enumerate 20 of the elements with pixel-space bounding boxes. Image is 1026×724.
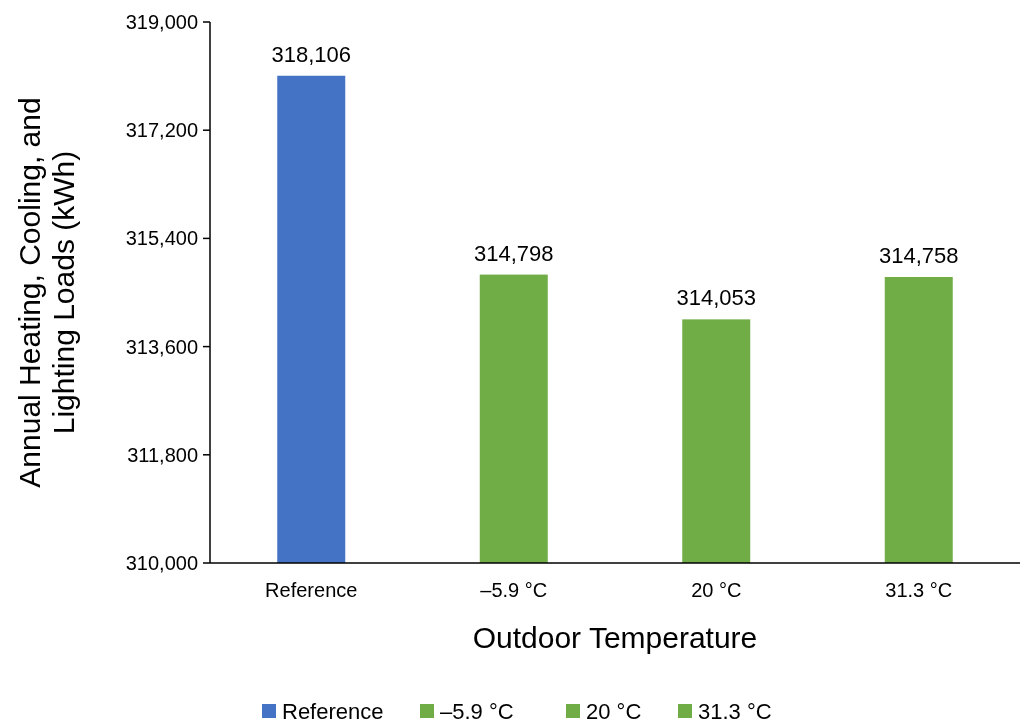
y-tick-label: 311,800 <box>127 443 198 466</box>
x-axis-title: Outdoor Temperature <box>472 621 758 654</box>
x-tick-label: –5.9 °C <box>480 579 548 601</box>
data-label: 318,106 <box>271 41 352 67</box>
y-tick-label: 317,200 <box>125 119 198 142</box>
y-tick-label: 319,000 <box>125 11 198 33</box>
legend-label: Reference <box>282 698 384 724</box>
legend-label: 31.3 °C <box>698 698 772 724</box>
data-label: 314,758 <box>878 242 959 268</box>
y-axis-title: Annual Heating, Cooling, and Lighting Loads (kWh) <box>13 97 80 488</box>
y-tick-label: 310,000 <box>125 552 198 574</box>
legend-label: 20 °C <box>586 698 642 724</box>
data-label: 314,053 <box>676 285 757 311</box>
x-tick-label: 31.3 °C <box>885 579 953 601</box>
data-label: 314,798 <box>473 240 554 266</box>
x-tick-label: 20 °C <box>691 579 742 601</box>
legend-label: –5.9 °C <box>440 698 514 724</box>
y-tick-label: 313,600 <box>125 335 198 358</box>
x-tick-label: Reference <box>265 579 358 601</box>
y-tick-label: 315,400 <box>125 227 198 250</box>
